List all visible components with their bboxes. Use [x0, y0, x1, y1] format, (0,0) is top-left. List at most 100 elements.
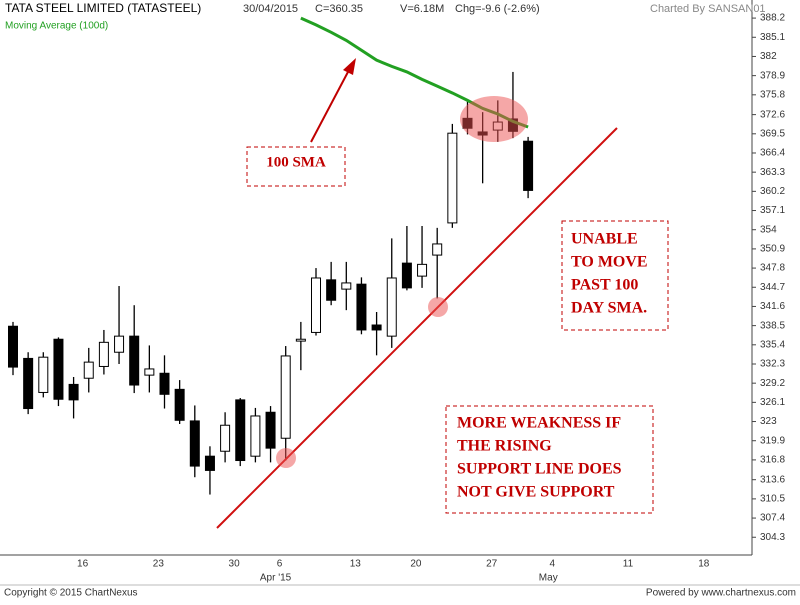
- candle-body: [114, 335, 125, 353]
- candle-body: [189, 420, 200, 467]
- y-tick-label: 375.8: [760, 89, 785, 100]
- candle-body: [401, 262, 412, 289]
- footer-left: Copyright © 2015 ChartNexus: [4, 588, 138, 599]
- annotation-text: 100 SMA: [266, 154, 326, 170]
- y-tick-label: 323: [760, 416, 777, 427]
- credit: Charted By SANSAN01: [650, 3, 766, 15]
- annotation-text: SUPPORT LINE DOES: [457, 461, 622, 478]
- candle-body: [386, 277, 397, 337]
- y-tick-label: 304.3: [760, 532, 785, 543]
- x-tick-label: 6: [277, 559, 283, 570]
- y-tick-label: 319.9: [760, 435, 785, 446]
- x-tick-label: 18: [698, 559, 710, 570]
- candle-body: [447, 132, 458, 224]
- info-volume: V=6.18M: [400, 3, 444, 15]
- candle-body: [159, 372, 170, 395]
- y-tick-label: 326.1: [760, 397, 785, 408]
- y-tick-label: 347.8: [760, 263, 785, 274]
- candle-body: [295, 338, 306, 342]
- y-tick-label: 369.5: [760, 128, 785, 139]
- y-tick-label: 354: [760, 224, 777, 235]
- annotation-text: MORE WEAKNESS IF: [457, 415, 621, 432]
- candle-body: [220, 424, 231, 452]
- x-month-label: May: [539, 573, 558, 584]
- y-tick-label: 382: [760, 51, 777, 62]
- candle-body: [265, 411, 276, 449]
- candle-body: [371, 324, 382, 331]
- footer-right: Powered by www.chartnexus.com: [646, 588, 796, 599]
- annotation-text: DAY SMA.: [571, 300, 647, 317]
- note-box: [445, 405, 654, 514]
- y-tick-label: 360.2: [760, 186, 785, 197]
- candle-body: [83, 361, 94, 379]
- candle-body: [356, 283, 367, 331]
- candle-body: [311, 277, 321, 333]
- candle-body: [523, 140, 534, 191]
- y-tick-label: 341.6: [760, 301, 785, 312]
- touch-circle: [428, 297, 448, 317]
- annotation-text: THE RISING: [457, 438, 552, 455]
- info-change: Chg=-9.6 (-2.6%): [455, 3, 540, 15]
- annotation-text: UNABLE: [571, 231, 638, 248]
- x-tick-label: 16: [77, 559, 89, 570]
- x-tick-label: 27: [486, 559, 498, 570]
- note-box: [246, 146, 346, 187]
- resistance-ellipse: [460, 96, 528, 142]
- touch-circle: [276, 448, 296, 468]
- x-tick-label: 11: [623, 559, 634, 570]
- y-tick-label: 329.2: [760, 378, 785, 389]
- y-tick-label: 357.1: [760, 205, 785, 216]
- annotation-text: PAST 100: [571, 277, 638, 294]
- candle-body: [417, 263, 428, 277]
- y-tick-label: 350.9: [760, 244, 785, 255]
- legend-label: Moving Average (100d): [5, 21, 108, 32]
- candle-body: [68, 383, 79, 401]
- y-tick-label: 344.7: [760, 282, 785, 293]
- arrow-head: [343, 58, 356, 75]
- candle-body: [38, 356, 49, 393]
- y-tick-label: 313.6: [760, 474, 785, 485]
- x-tick-label: 23: [153, 559, 165, 570]
- candle-body: [129, 335, 140, 386]
- y-tick-label: 310.5: [760, 494, 785, 505]
- y-tick-label: 316.8: [760, 455, 785, 466]
- y-tick-label: 385.1: [760, 32, 785, 43]
- candle-body: [235, 399, 246, 462]
- candle-body: [8, 325, 18, 368]
- candle-body: [53, 338, 64, 400]
- candle-body: [341, 282, 352, 290]
- x-tick-label: 20: [410, 559, 422, 570]
- arrow-shaft: [310, 69, 350, 143]
- x-tick-label: 4: [549, 559, 555, 570]
- x-tick-label: 30: [229, 559, 241, 570]
- candle-body: [326, 279, 337, 301]
- candle-body: [174, 388, 185, 421]
- candle-body: [23, 357, 34, 410]
- y-tick-label: 363.3: [760, 167, 785, 178]
- candle-body: [432, 243, 443, 256]
- y-tick-label: 307.4: [760, 513, 785, 524]
- y-tick-label: 372.6: [760, 109, 785, 120]
- candle-body: [98, 341, 109, 367]
- candle-body: [250, 415, 261, 457]
- candle-body: [204, 455, 215, 471]
- y-tick-label: 332.3: [760, 359, 785, 370]
- info-close: C=360.35: [315, 3, 363, 15]
- y-tick-label: 338.5: [760, 320, 785, 331]
- y-tick-label: 378.9: [760, 70, 785, 81]
- annotation-text: TO MOVE: [571, 254, 648, 271]
- candle-body: [280, 355, 291, 439]
- y-tick-label: 366.4: [760, 148, 785, 159]
- x-month-label: Apr '15: [260, 573, 292, 584]
- y-tick-label: 335.4: [760, 339, 785, 350]
- info-date: 30/04/2015: [243, 3, 298, 15]
- candle-body: [144, 368, 155, 376]
- x-tick-label: 13: [350, 559, 362, 570]
- annotations: 100 SMA UNABLE TO MOVE PAST 100 DAY SMA. MORE…: [216, 58, 669, 529]
- note-box: [561, 220, 669, 331]
- annotation-text: NOT GIVE SUPPORT: [457, 484, 615, 501]
- chart-title: TATA STEEL LIMITED (TATASTEEL): [5, 1, 201, 15]
